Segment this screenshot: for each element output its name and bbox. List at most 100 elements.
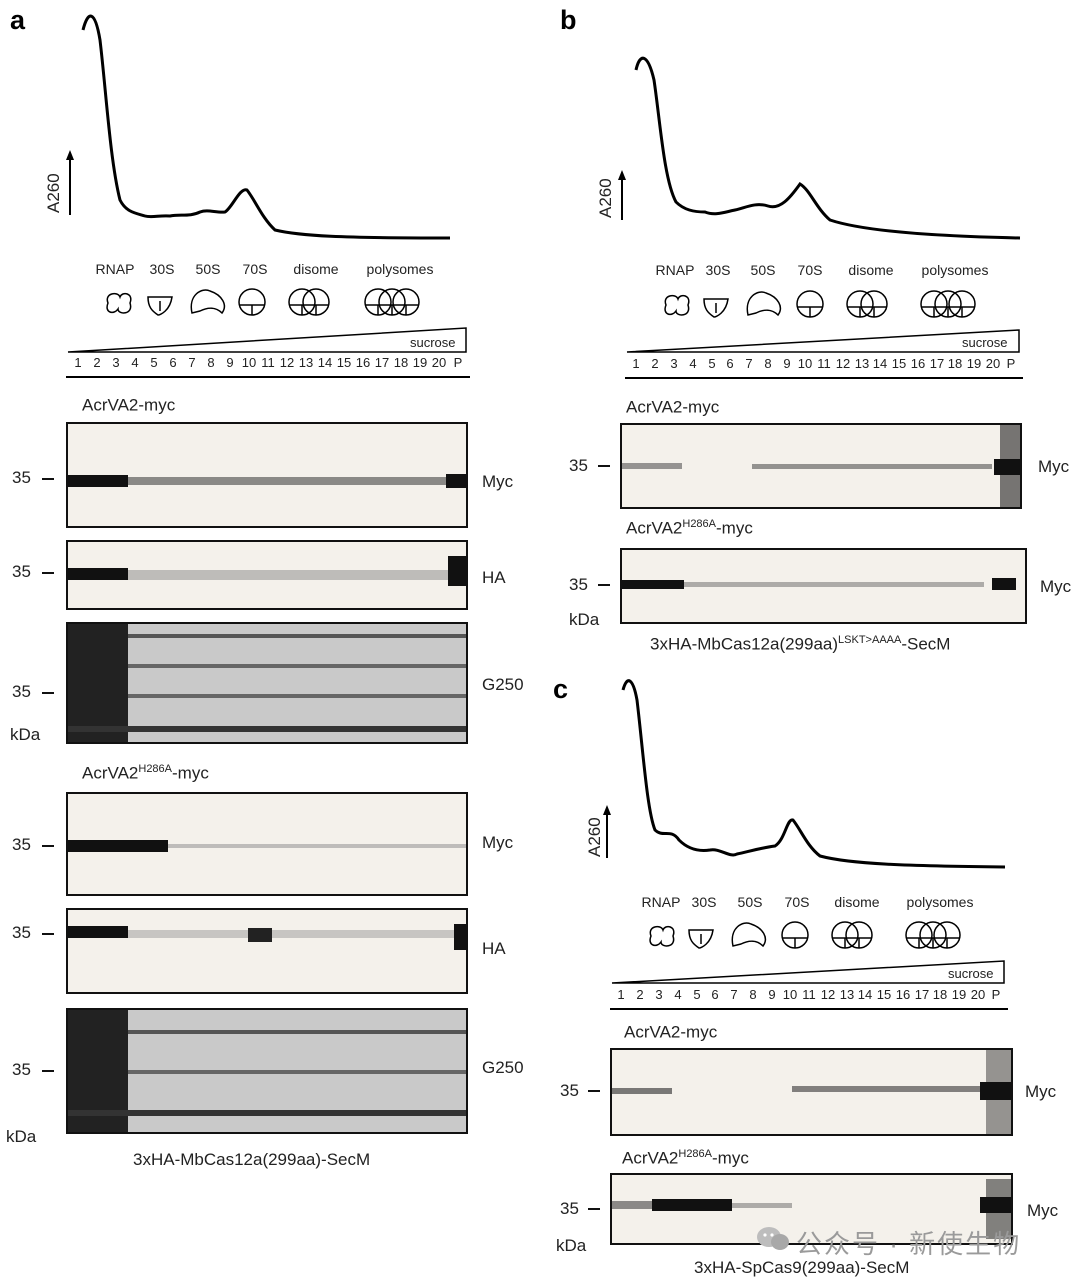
marker-tick <box>42 933 54 935</box>
panel-a-caption: 3xHA-MbCas12a(299aa)-SecM <box>133 1150 371 1169</box>
panel-a-lane-numbers: 1 2 3 4 5 6 7 8 9 10 11 12 13 14 15 16 1… <box>66 355 470 375</box>
panel-a-marker-35: 35 <box>12 682 31 701</box>
panel-a-kda-label: kDa <box>6 1127 37 1146</box>
panel-c-marker-35: 35 <box>560 1199 579 1218</box>
panel-c-letter: c <box>553 674 569 704</box>
panel-c-myc-blot-mut <box>610 1173 1013 1245</box>
lane-12: 12 <box>820 987 836 1002</box>
panel-b-a260-profile <box>618 56 1021 240</box>
panel-b-group2-title: AcrVA2H286A-myc <box>626 518 753 538</box>
panel-c-kda-label: kDa <box>556 1236 587 1255</box>
lane-19: 19 <box>951 987 967 1002</box>
lane-13: 13 <box>298 355 314 370</box>
panel-b-myc-blot-wt <box>620 423 1022 509</box>
lane-17: 17 <box>374 355 390 370</box>
lane-10: 10 <box>241 355 257 370</box>
lane-12: 12 <box>279 355 295 370</box>
panel-c-y-axis-label: A260 <box>585 817 604 857</box>
panel-c-gradient-label: sucrose <box>948 966 994 981</box>
panel-a-y-axis-label: A260 <box>44 173 63 213</box>
panel-c-fraction-disome: disome <box>834 894 880 910</box>
lane-9: 9 <box>226 355 234 370</box>
panel-a-blot-label: Myc <box>482 472 514 491</box>
lane-4: 4 <box>674 987 682 1002</box>
panel-a-sucrose-gradient <box>67 327 467 353</box>
lane-18: 18 <box>393 355 409 370</box>
lane-12: 12 <box>835 356 851 371</box>
lane-20: 20 <box>970 987 986 1002</box>
panel-a-myc-blot-wt <box>66 422 468 528</box>
lane-4: 4 <box>131 355 139 370</box>
marker-tick <box>598 465 610 467</box>
lane-13: 13 <box>854 356 870 371</box>
lane-3: 3 <box>670 356 678 371</box>
panel-a-marker-35: 35 <box>12 1060 31 1079</box>
lane-11: 11 <box>261 355 275 370</box>
panel-a-kda-label: kDa <box>10 725 41 744</box>
panel-a-marker-35: 35 <box>12 923 31 942</box>
lane-15: 15 <box>876 987 892 1002</box>
panel-a-a260-profile <box>66 14 451 240</box>
panel-a-blot-label: G250 <box>482 675 524 694</box>
lane-20: 20 <box>985 356 1001 371</box>
lane-18: 18 <box>947 356 963 371</box>
lane-3: 3 <box>112 355 120 370</box>
panel-a-myc-blot-mut <box>66 792 468 896</box>
marker-tick <box>42 692 54 694</box>
lane-7: 7 <box>730 987 738 1002</box>
lane-p: P <box>453 355 463 370</box>
panel-a-ribosome-icons <box>106 288 420 316</box>
panel-a-g250-gel-mut <box>66 1008 468 1134</box>
panel-c-blot-label: Myc <box>1025 1082 1057 1101</box>
lane-2: 2 <box>651 356 659 371</box>
panel-a-gradient-label: sucrose <box>410 335 456 350</box>
lane-8: 8 <box>764 356 772 371</box>
panel-a-fraction-70s: 70S <box>242 261 268 277</box>
panel-a-fraction-disome: disome <box>293 261 339 277</box>
panel-b-sucrose-gradient <box>626 329 1020 353</box>
panel-a-blot-label: HA <box>482 568 506 587</box>
panel-a-ha-blot-wt <box>66 540 468 610</box>
marker-tick <box>588 1208 600 1210</box>
panel-c-lane-numbers: 1 2 3 4 5 6 7 8 9 10 11 12 13 14 15 16 1… <box>610 987 1008 1007</box>
lane-14: 14 <box>317 355 333 370</box>
lane-15: 15 <box>891 356 907 371</box>
panel-a-group1-title: AcrVA2-myc <box>82 395 176 415</box>
panel-c-group2-title: AcrVA2H286A-myc <box>622 1148 749 1168</box>
lane-11: 11 <box>802 987 816 1002</box>
lane-9: 9 <box>783 356 791 371</box>
lane-7: 7 <box>188 355 196 370</box>
panel-b-myc-blot-mut <box>620 548 1027 624</box>
panel-b-group1-title: AcrVA2-myc <box>626 397 720 417</box>
lane-1: 1 <box>74 355 82 370</box>
lane-14: 14 <box>872 356 888 371</box>
panel-a-marker-35: 35 <box>12 835 31 854</box>
panel-a-letter: a <box>10 5 26 35</box>
lane-16: 16 <box>910 356 926 371</box>
panel-b-lane-numbers: 1 2 3 4 5 6 7 8 9 10 11 12 13 14 15 16 1… <box>625 356 1023 376</box>
lane-16: 16 <box>895 987 911 1002</box>
lane-4: 4 <box>689 356 697 371</box>
panel-b-fraction-30s: 30S <box>705 262 731 278</box>
panel-c-fraction-rnap: RNAP <box>641 894 681 910</box>
lane-20: 20 <box>431 355 447 370</box>
lane-13: 13 <box>839 987 855 1002</box>
panel-b-blot-label: Myc <box>1038 457 1070 476</box>
lane-14: 14 <box>857 987 873 1002</box>
lane-8: 8 <box>749 987 757 1002</box>
panel-a-ha-blot-mut <box>66 908 468 994</box>
lane-10: 10 <box>782 987 798 1002</box>
panel-a-fraction-polysomes: polysomes <box>366 261 434 277</box>
lane-5: 5 <box>150 355 158 370</box>
panel-b-letter: b <box>560 5 577 35</box>
panel-a-blot-label: G250 <box>482 1058 524 1077</box>
lane-5: 5 <box>693 987 701 1002</box>
panel-b-fraction-50s: 50S <box>750 262 776 278</box>
lane-2: 2 <box>636 987 644 1002</box>
lane-19: 19 <box>412 355 428 370</box>
lane-8: 8 <box>207 355 215 370</box>
lane-10: 10 <box>797 356 813 371</box>
lane-p: P <box>1006 356 1016 371</box>
lane-1: 1 <box>617 987 625 1002</box>
panel-a-fraction-50s: 50S <box>195 261 221 277</box>
